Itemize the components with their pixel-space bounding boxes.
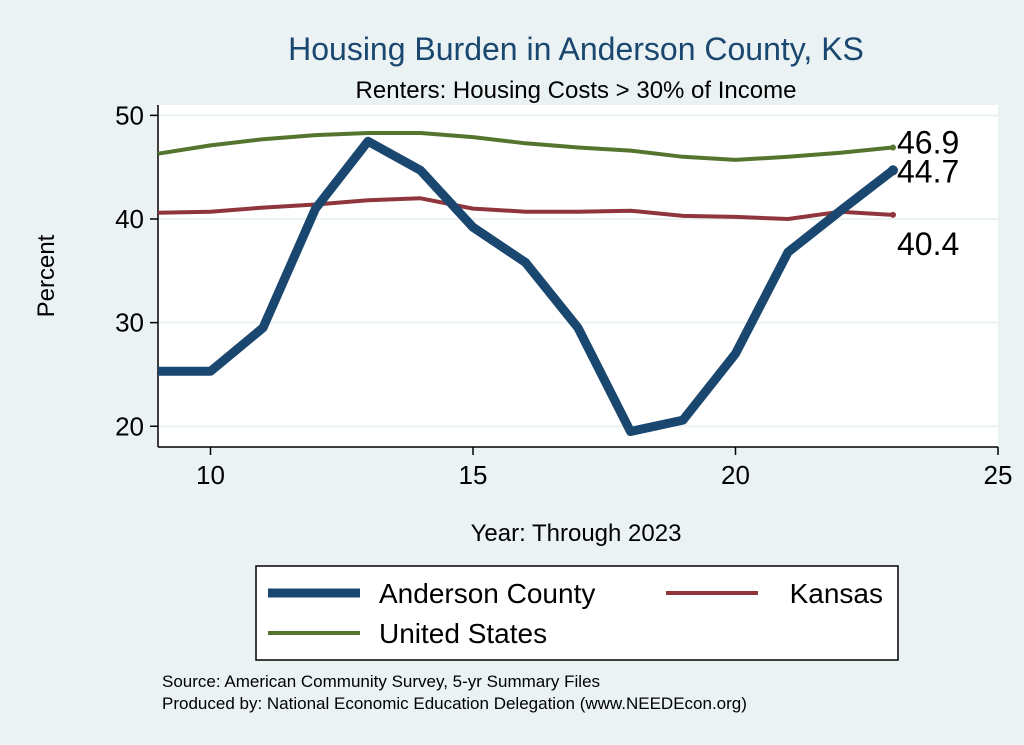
x-tick-label: 20 xyxy=(721,460,750,490)
end-point-united-states xyxy=(890,144,896,151)
end-label-anderson-county: 44.7 xyxy=(897,153,959,189)
legend-label-kansas: Kansas xyxy=(790,578,883,609)
axes: 20 30 40 50 10 15 20 25 xyxy=(115,100,1012,490)
legend-label-united-states: United States xyxy=(379,618,547,649)
y-tick-label: 20 xyxy=(115,411,144,441)
end-point-anderson-county xyxy=(888,165,898,176)
legend-label-anderson-county: Anderson County xyxy=(379,578,595,609)
end-label-kansas: 40.4 xyxy=(897,226,959,262)
series-layer xyxy=(157,131,898,436)
chart-title: Housing Burden in Anderson County, KS xyxy=(288,31,864,67)
legend-box xyxy=(255,565,899,661)
y-tick-label: 40 xyxy=(115,204,144,234)
x-tick-label: 25 xyxy=(984,460,1013,490)
chart-subtitle: Renters: Housing Costs > 30% of Income xyxy=(356,77,797,104)
y-axis-title: Percent xyxy=(33,234,60,317)
x-axis-title: Year: Through 2023 xyxy=(471,520,682,547)
x-tick-label: 15 xyxy=(459,460,488,490)
legend: Anderson County Kansas United States xyxy=(255,565,899,661)
series-line-anderson-county xyxy=(158,136,896,436)
end-label-united-states: 46.9 xyxy=(897,124,959,160)
plot-area xyxy=(158,105,998,447)
producer-note: Produced by: National Economic Education… xyxy=(162,694,747,713)
series-line-united-states xyxy=(157,131,894,162)
source-note: Source: American Community Survey, 5-yr … xyxy=(162,672,600,691)
y-tick-label: 50 xyxy=(115,100,144,130)
x-tick-label: 10 xyxy=(196,460,225,490)
end-point-kansas xyxy=(890,211,896,218)
end-labels: 44.7 40.4 46.9 xyxy=(897,124,959,261)
y-tick-label: 30 xyxy=(115,308,144,338)
series-line-kansas xyxy=(157,196,894,221)
